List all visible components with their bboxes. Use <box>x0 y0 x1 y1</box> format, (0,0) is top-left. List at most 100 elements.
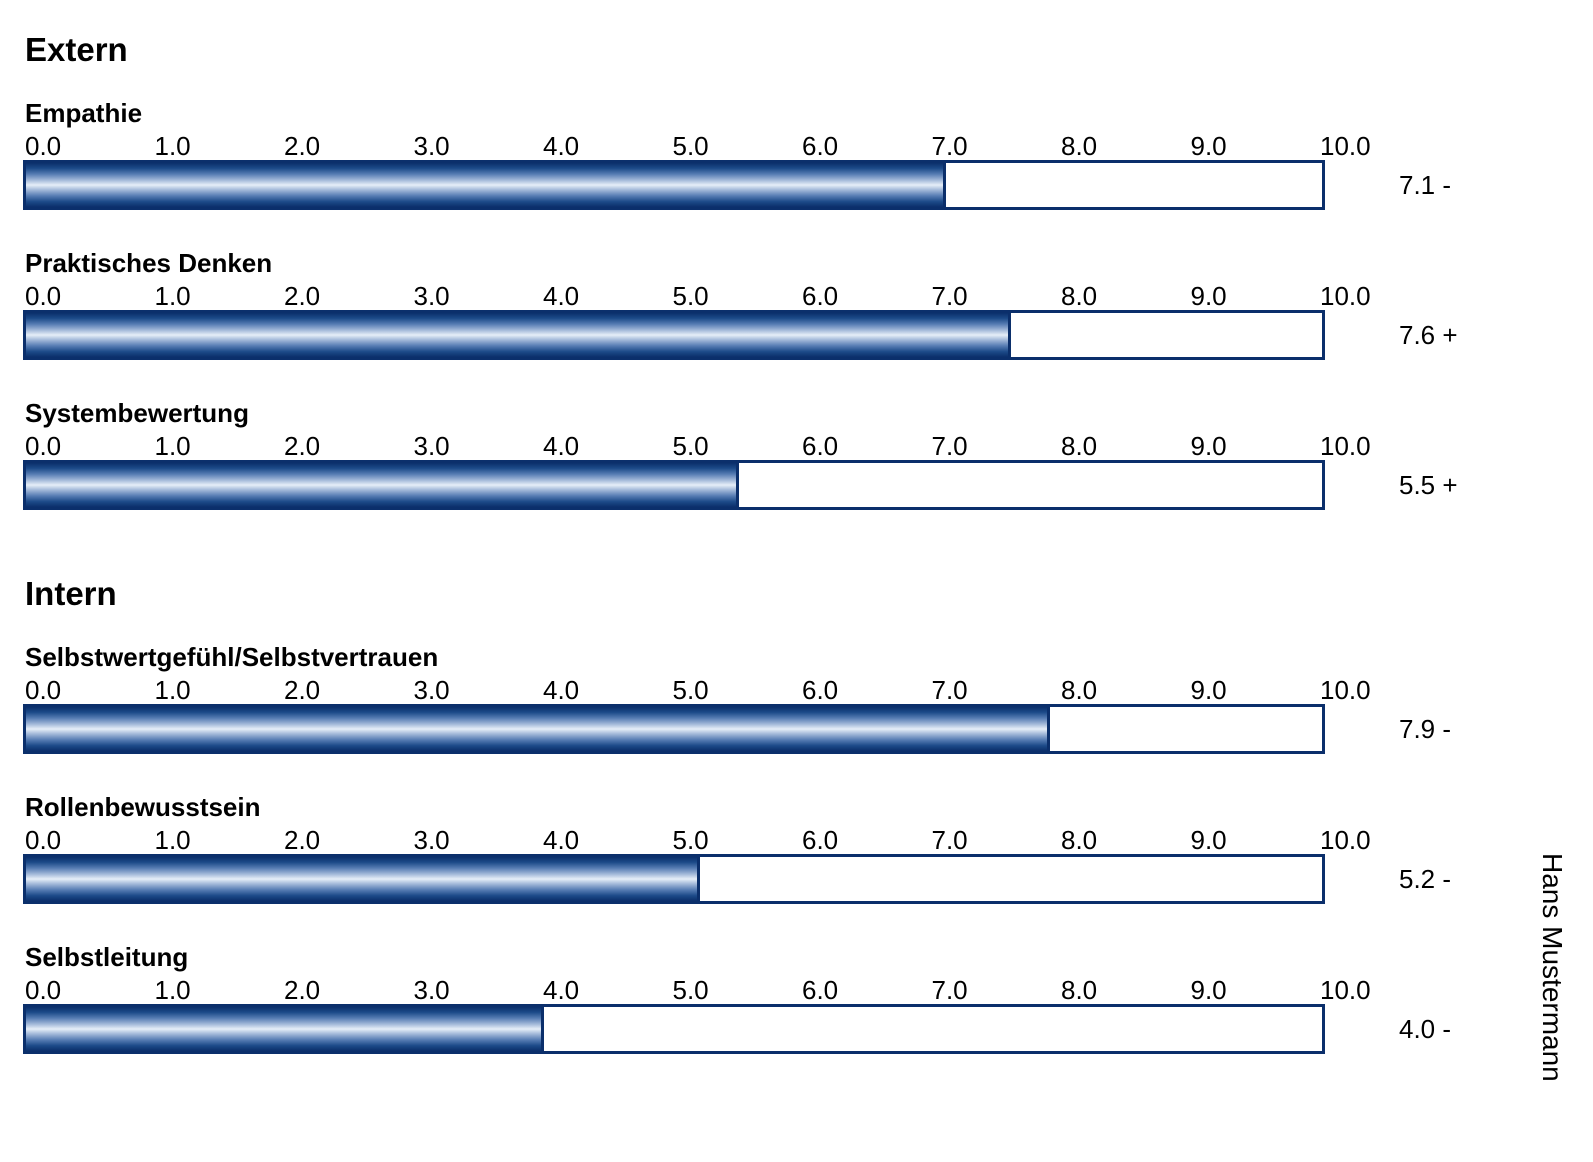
bar-item: Systembewertung 0.0 1.0 2.0 3.0 4.0 5.0 6.0 7.0 8… <box>23 370 1545 520</box>
tick-label: 6.0 <box>802 975 839 1005</box>
tick-label: 2.0 <box>284 825 321 855</box>
tick-label: 8.0 <box>1061 131 1098 161</box>
tick-label: 9.0 <box>1190 281 1227 311</box>
score-value: 7.6 + <box>1399 320 1458 350</box>
tick-label: 8.0 <box>1061 975 1098 1005</box>
tick-label: 6.0 <box>802 281 839 311</box>
tick-label: 3.0 <box>413 431 450 461</box>
x-axis-ticks: 0.0 1.0 2.0 3.0 4.0 5.0 6.0 7.0 8.0 9.0 10.0 <box>25 278 1385 310</box>
tick-label: 0.0 <box>25 431 62 461</box>
bar-frame <box>23 1004 1325 1054</box>
tick-label: 5.0 <box>672 281 709 311</box>
tick-label: 1.0 <box>154 131 191 161</box>
tick-label: 8.0 <box>1061 281 1098 311</box>
tick-label: 3.0 <box>413 281 450 311</box>
x-axis-ticks: 0.0 1.0 2.0 3.0 4.0 5.0 6.0 7.0 8.0 9.0 10.0 <box>25 672 1385 704</box>
score-value: 5.2 - <box>1399 864 1452 894</box>
tick-label: 1.0 <box>154 281 191 311</box>
bar-fill <box>26 857 700 901</box>
person-name: Hans Mustermann <box>1537 853 1568 1082</box>
tick-label: 9.0 <box>1190 675 1227 705</box>
tick-label: 7.0 <box>931 675 968 705</box>
tick-label: 3.0 <box>413 975 450 1005</box>
x-axis-ticks: 0.0 1.0 2.0 3.0 4.0 5.0 6.0 7.0 8.0 9.0 10.0 <box>25 128 1385 160</box>
tick-label: 10.0 <box>1320 975 1371 1005</box>
tick-label: 7.0 <box>931 131 968 161</box>
bar-label: Empathie <box>25 98 143 128</box>
tick-label: 2.0 <box>284 975 321 1005</box>
bar-fill <box>26 1007 544 1051</box>
tick-label: 0.0 <box>25 825 62 855</box>
score-value: 7.1 - <box>1399 170 1452 200</box>
x-axis-ticks: 0.0 1.0 2.0 3.0 4.0 5.0 6.0 7.0 8.0 9.0 10.0 <box>25 972 1385 1004</box>
tick-label: 2.0 <box>284 675 321 705</box>
tick-label: 5.0 <box>672 131 709 161</box>
tick-label: 7.0 <box>931 825 968 855</box>
tick-label: 10.0 <box>1320 281 1371 311</box>
tick-label: 5.0 <box>672 825 709 855</box>
bar-label: Selbstleitung <box>25 942 189 972</box>
bar-fill <box>26 707 1050 751</box>
tick-label: 7.0 <box>931 281 968 311</box>
bar-label: Praktisches Denken <box>25 248 273 278</box>
tick-label: 0.0 <box>25 675 62 705</box>
tick-label: 9.0 <box>1190 431 1227 461</box>
tick-label: 6.0 <box>802 825 839 855</box>
chart-section: Intern Selbstwertgefühl/Selbstvertrauen 0.… <box>23 520 1545 1064</box>
tick-label: 8.0 <box>1061 675 1098 705</box>
tick-label: 0.0 <box>25 281 62 311</box>
tick-label: 2.0 <box>284 131 321 161</box>
chart-container: Extern Empathie 0.0 1.0 2.0 3.0 4.0 5.0 6.0 7.0 8.… <box>23 0 1545 1064</box>
tick-label: 3.0 <box>413 825 450 855</box>
bar-item: Rollenbewusstsein 0.0 1.0 2.0 3.0 4.0 5.0 6.0 7.… <box>23 764 1545 914</box>
tick-label: 0.0 <box>25 131 62 161</box>
bar-frame <box>23 460 1325 510</box>
bar-item: Selbstwertgefühl/Selbstvertrauen 0.0 1.0 2.… <box>23 614 1545 764</box>
tick-label: 7.0 <box>931 431 968 461</box>
tick-label: 4.0 <box>543 675 580 705</box>
section-title: Intern <box>25 575 117 612</box>
tick-label: 5.0 <box>672 675 709 705</box>
tick-label: 1.0 <box>154 825 191 855</box>
chart-section: Extern Empathie 0.0 1.0 2.0 3.0 4.0 5.0 6.0 7.0 8.… <box>23 0 1545 520</box>
bar-frame <box>23 854 1325 904</box>
tick-label: 2.0 <box>284 281 321 311</box>
tick-label: 10.0 <box>1320 131 1371 161</box>
bar-item: Selbstleitung 0.0 1.0 2.0 3.0 4.0 5.0 6.0 7.0 8.0… <box>23 914 1545 1064</box>
tick-label: 1.0 <box>154 431 191 461</box>
score-value: 4.0 - <box>1399 1014 1452 1044</box>
score-value: 5.5 + <box>1399 470 1458 500</box>
bar-fill <box>26 313 1011 357</box>
tick-label: 10.0 <box>1320 675 1371 705</box>
bar-frame <box>23 704 1325 754</box>
bar-label: Selbstwertgefühl/Selbstvertrauen <box>25 642 439 672</box>
x-axis-ticks: 0.0 1.0 2.0 3.0 4.0 5.0 6.0 7.0 8.0 9.0 10.0 <box>25 822 1385 854</box>
tick-label: 4.0 <box>543 825 580 855</box>
bar-item: Praktisches Denken 0.0 1.0 2.0 3.0 4.0 5.0 6.0 7… <box>23 220 1545 370</box>
tick-label: 4.0 <box>543 975 580 1005</box>
tick-label: 10.0 <box>1320 825 1371 855</box>
tick-label: 0.0 <box>25 975 62 1005</box>
tick-label: 4.0 <box>543 431 580 461</box>
tick-label: 9.0 <box>1190 131 1227 161</box>
tick-label: 8.0 <box>1061 431 1098 461</box>
tick-label: 1.0 <box>154 975 191 1005</box>
bar-fill <box>26 463 739 507</box>
tick-label: 6.0 <box>802 131 839 161</box>
tick-label: 1.0 <box>154 675 191 705</box>
score-value: 7.9 - <box>1399 714 1452 744</box>
bar-frame <box>23 310 1325 360</box>
tick-label: 4.0 <box>543 281 580 311</box>
tick-label: 3.0 <box>413 675 450 705</box>
tick-label: 9.0 <box>1190 825 1227 855</box>
tick-label: 8.0 <box>1061 825 1098 855</box>
x-axis-ticks: 0.0 1.0 2.0 3.0 4.0 5.0 6.0 7.0 8.0 9.0 10.0 <box>25 428 1385 460</box>
tick-label: 3.0 <box>413 131 450 161</box>
bar-label: Systembewertung <box>25 398 249 428</box>
tick-label: 5.0 <box>672 975 709 1005</box>
tick-label: 5.0 <box>672 431 709 461</box>
section-title: Extern <box>25 31 128 68</box>
tick-label: 4.0 <box>543 131 580 161</box>
bar-fill <box>26 163 946 207</box>
